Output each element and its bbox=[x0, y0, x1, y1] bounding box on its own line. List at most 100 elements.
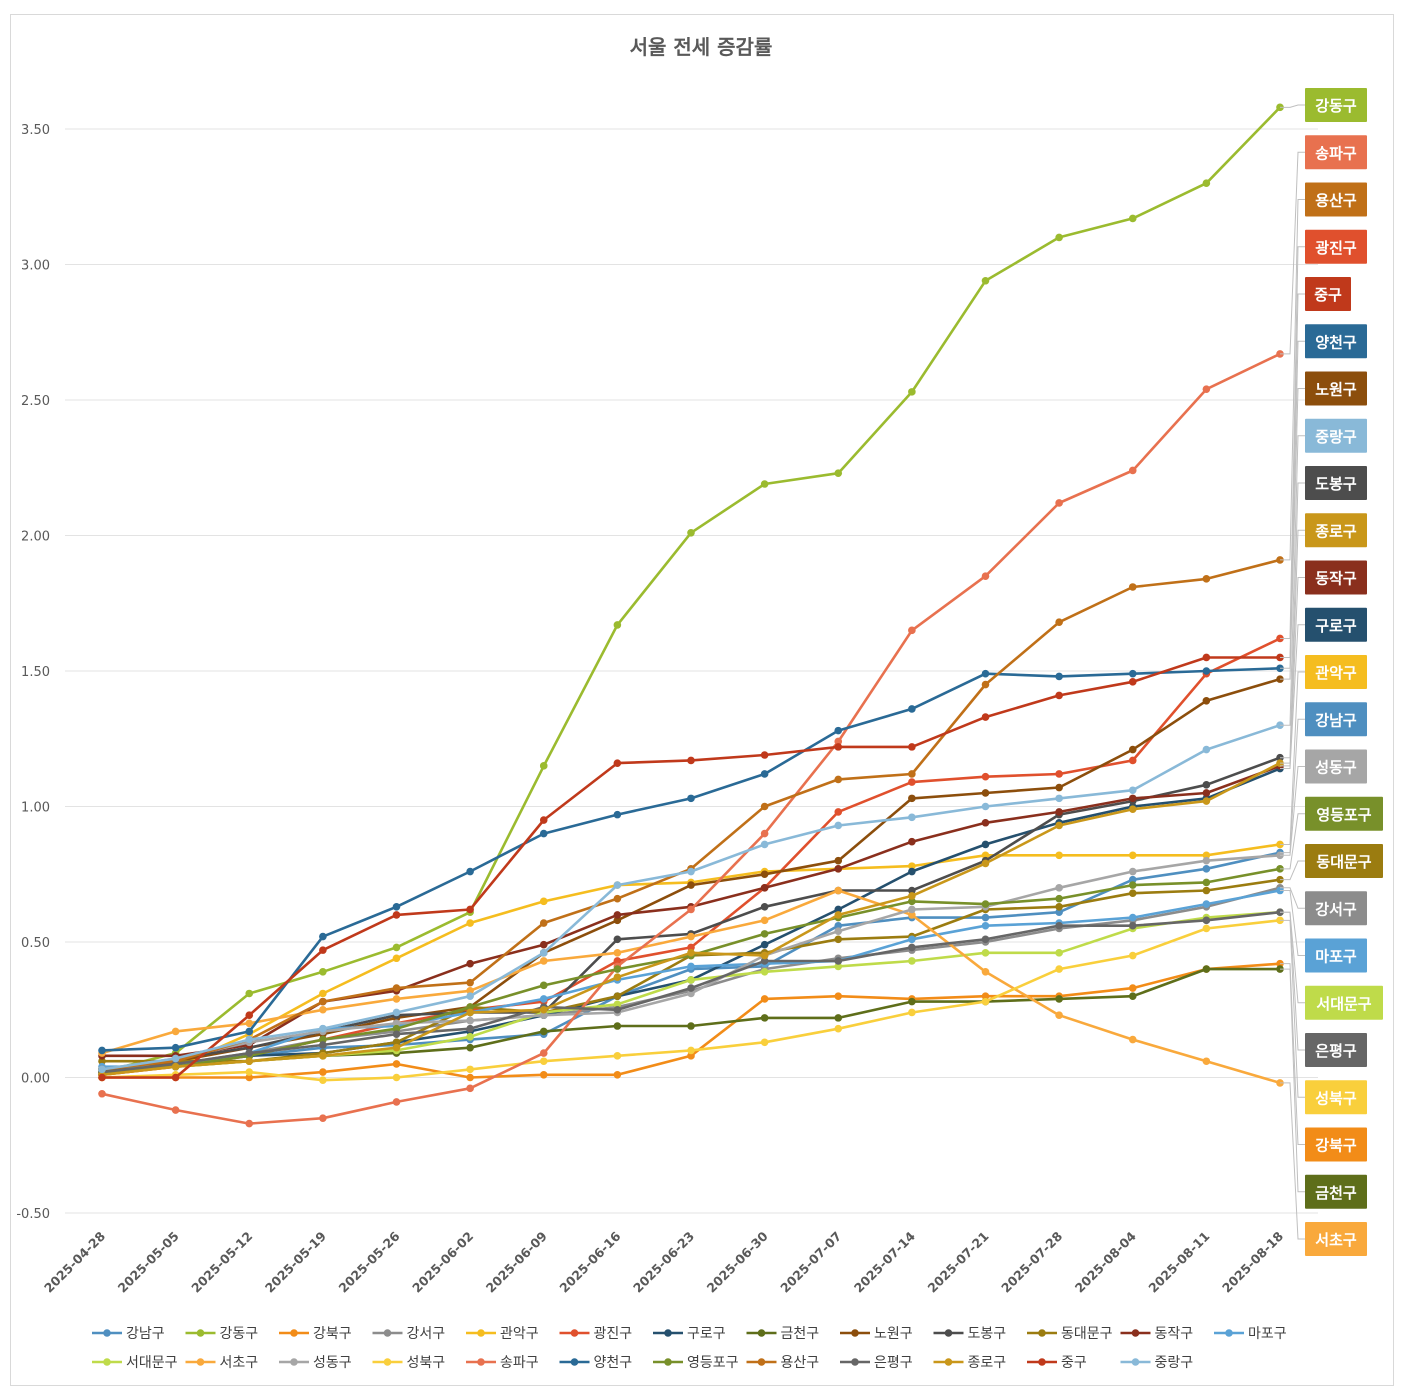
data-point bbox=[834, 905, 843, 914]
data-point bbox=[245, 1057, 254, 1066]
data-point bbox=[908, 813, 916, 822]
legend-item[interactable]: 은평구 bbox=[840, 1355, 913, 1371]
data-point bbox=[171, 1062, 180, 1071]
data-point bbox=[613, 992, 622, 1000]
data-point bbox=[245, 1073, 254, 1082]
end-label: 강서구 bbox=[1315, 900, 1357, 918]
legend-item[interactable]: 서초구 bbox=[185, 1355, 259, 1371]
data-point bbox=[834, 865, 843, 873]
data-point bbox=[687, 528, 695, 537]
data-point bbox=[392, 943, 401, 952]
legend-item[interactable]: 성북구 bbox=[372, 1355, 446, 1371]
legend-item[interactable]: 구로구 bbox=[653, 1326, 726, 1342]
legend-item[interactable]: 양천구 bbox=[559, 1355, 633, 1371]
data-point bbox=[1202, 179, 1211, 187]
data-point bbox=[245, 1119, 254, 1128]
data-point bbox=[539, 1027, 548, 1036]
end-label: 강남구 bbox=[1315, 711, 1357, 729]
data-point bbox=[834, 808, 843, 816]
legend-item[interactable]: 동대문구 bbox=[1027, 1326, 1113, 1342]
legend-item[interactable]: 동작구 bbox=[1120, 1326, 1194, 1342]
legend-item[interactable]: 도봉구 bbox=[933, 1326, 1007, 1342]
y-tick-label: 0.00 bbox=[21, 1072, 50, 1087]
data-point bbox=[687, 794, 695, 803]
legend-label: 동대문구 bbox=[1061, 1326, 1113, 1342]
legend: 강남구 강동구 강북구 강서구 관악구 광진구 구로구 금천구 노원구 도봉구 동대문구 동작구 마포구… bbox=[92, 1326, 1287, 1371]
data-point bbox=[466, 1073, 474, 1082]
legend-item[interactable]: 용산구 bbox=[746, 1355, 820, 1371]
data-point bbox=[834, 856, 843, 865]
end-label-box bbox=[1305, 1222, 1367, 1256]
data-point bbox=[171, 1054, 180, 1063]
legend-item[interactable]: 금천구 bbox=[746, 1326, 820, 1342]
legend-item[interactable]: 서대문구 bbox=[92, 1355, 178, 1371]
data-point bbox=[98, 1073, 106, 1082]
data-point bbox=[98, 1065, 106, 1074]
legend-item[interactable]: 강남구 bbox=[92, 1326, 165, 1342]
data-point bbox=[1055, 884, 1063, 892]
data-point bbox=[171, 1106, 180, 1114]
series-광진구 bbox=[98, 634, 1284, 1079]
series-강동구 bbox=[98, 103, 1284, 1076]
data-point bbox=[392, 1038, 401, 1047]
legend-item[interactable]: 영등포구 bbox=[653, 1355, 739, 1371]
data-point bbox=[1128, 745, 1137, 754]
legend-item[interactable]: 송파구 bbox=[466, 1355, 539, 1371]
end-label: 서초구 bbox=[1315, 1231, 1357, 1249]
data-point bbox=[760, 940, 769, 949]
series-line bbox=[101, 637, 1281, 1077]
legend-item[interactable]: 광진구 bbox=[559, 1326, 633, 1342]
legend-item[interactable]: 성동구 bbox=[279, 1355, 352, 1371]
data-point bbox=[981, 802, 990, 811]
end-label: 금천구 bbox=[1315, 1184, 1357, 1202]
y-tick-label: 2.50 bbox=[21, 394, 50, 409]
data-point bbox=[1128, 786, 1137, 795]
data-point bbox=[687, 881, 695, 889]
data-point bbox=[834, 743, 843, 751]
legend-item[interactable]: 마포구 bbox=[1214, 1326, 1287, 1342]
series-양천구 bbox=[98, 664, 1284, 1055]
end-label-box bbox=[1305, 371, 1367, 406]
data-point bbox=[1202, 697, 1211, 705]
legend-swatch-marker bbox=[1038, 1329, 1046, 1337]
legend-item[interactable]: 강서구 bbox=[372, 1326, 446, 1342]
leader-line bbox=[1280, 577, 1306, 767]
end-label-box bbox=[1305, 1033, 1367, 1067]
end-label: 강북구 bbox=[1315, 1137, 1357, 1155]
chart-frame bbox=[10, 14, 1394, 1386]
legend-item[interactable]: 종로구 bbox=[933, 1355, 1007, 1371]
end-label: 노원구 bbox=[1315, 381, 1357, 399]
legend-label: 은평구 bbox=[874, 1355, 913, 1371]
data-point bbox=[687, 1052, 695, 1060]
data-point bbox=[319, 1068, 327, 1076]
data-point bbox=[1128, 466, 1137, 475]
leader-line bbox=[1280, 911, 1306, 1051]
leader-line bbox=[1280, 671, 1306, 845]
series-line bbox=[101, 106, 1281, 1074]
data-point bbox=[539, 829, 548, 838]
legend-item[interactable]: 강북구 bbox=[279, 1326, 352, 1342]
data-point bbox=[760, 916, 769, 925]
data-point bbox=[1202, 965, 1211, 973]
legend-item[interactable]: 관악구 bbox=[466, 1326, 539, 1342]
data-point bbox=[981, 949, 990, 957]
legend-item[interactable]: 중구 bbox=[1027, 1355, 1087, 1371]
end-label: 중랑구 bbox=[1315, 428, 1357, 446]
x-tick-label: 2025-05-05 bbox=[115, 1229, 182, 1296]
legend-item[interactable]: 중랑구 bbox=[1120, 1355, 1194, 1371]
x-tick-label: 2025-07-21 bbox=[924, 1229, 991, 1296]
leader-line bbox=[1280, 199, 1306, 561]
legend-item[interactable]: 노원구 bbox=[840, 1326, 913, 1342]
data-point bbox=[834, 775, 843, 784]
data-point bbox=[687, 1022, 695, 1030]
data-point bbox=[539, 816, 548, 824]
x-tick-label: 2025-06-30 bbox=[704, 1228, 771, 1295]
data-point bbox=[1055, 908, 1063, 916]
legend-item[interactable]: 강동구 bbox=[185, 1326, 259, 1342]
data-point bbox=[1055, 995, 1063, 1003]
legend-swatch-marker bbox=[477, 1329, 485, 1337]
data-point bbox=[613, 810, 622, 819]
end-label: 동작구 bbox=[1315, 570, 1357, 588]
data-point bbox=[1128, 851, 1137, 860]
data-point bbox=[981, 859, 990, 868]
